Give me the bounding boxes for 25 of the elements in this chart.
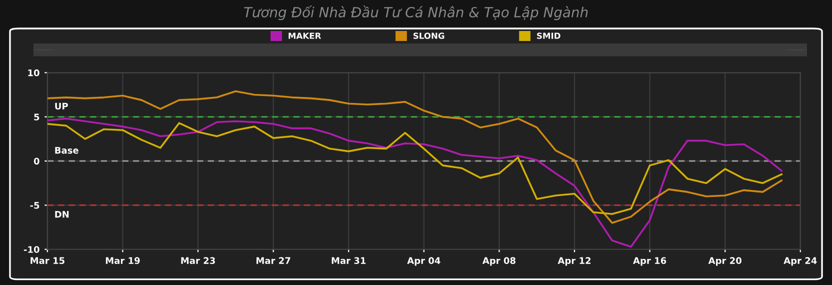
x-tick-label: Mar 23	[181, 257, 215, 264]
x-tick-label: Apr 04	[407, 257, 440, 266]
legend-label: SLONG	[413, 32, 444, 39]
y-tick-label: 0	[34, 158, 40, 165]
y-tick-label: -10	[24, 246, 40, 253]
x-tick-label: Apr 16	[633, 257, 666, 266]
x-tick-label: Apr 12	[558, 257, 591, 266]
x-tick-label: Apr 24	[784, 257, 817, 266]
chart-title: Tương Đối Nhà Đầu Tư Cá Nhân & Tạo Lập Ngành	[244, 6, 588, 20]
x-tick-label: Mar 19	[106, 257, 140, 264]
x-tick-label: Apr 20	[708, 257, 742, 266]
line-series	[47, 90, 782, 224]
y-tick-label: 5	[34, 114, 40, 120]
ref-line-label: Base	[55, 147, 78, 154]
x-tick-label: Mar 15	[30, 257, 64, 264]
x-tick-label: Apr 08	[482, 257, 516, 266]
legend-label: MAKER	[288, 32, 322, 39]
x-tick-label: Mar 31	[332, 257, 366, 264]
y-tick-label: 10	[28, 69, 40, 76]
ref-line-label: UP	[55, 102, 68, 110]
y-tick-label: -5	[30, 202, 40, 209]
x-tick-label: Mar 27	[256, 257, 290, 264]
legend-label: SMID	[537, 32, 560, 39]
ref-line-label: DN	[55, 211, 69, 218]
line-series	[47, 118, 782, 248]
